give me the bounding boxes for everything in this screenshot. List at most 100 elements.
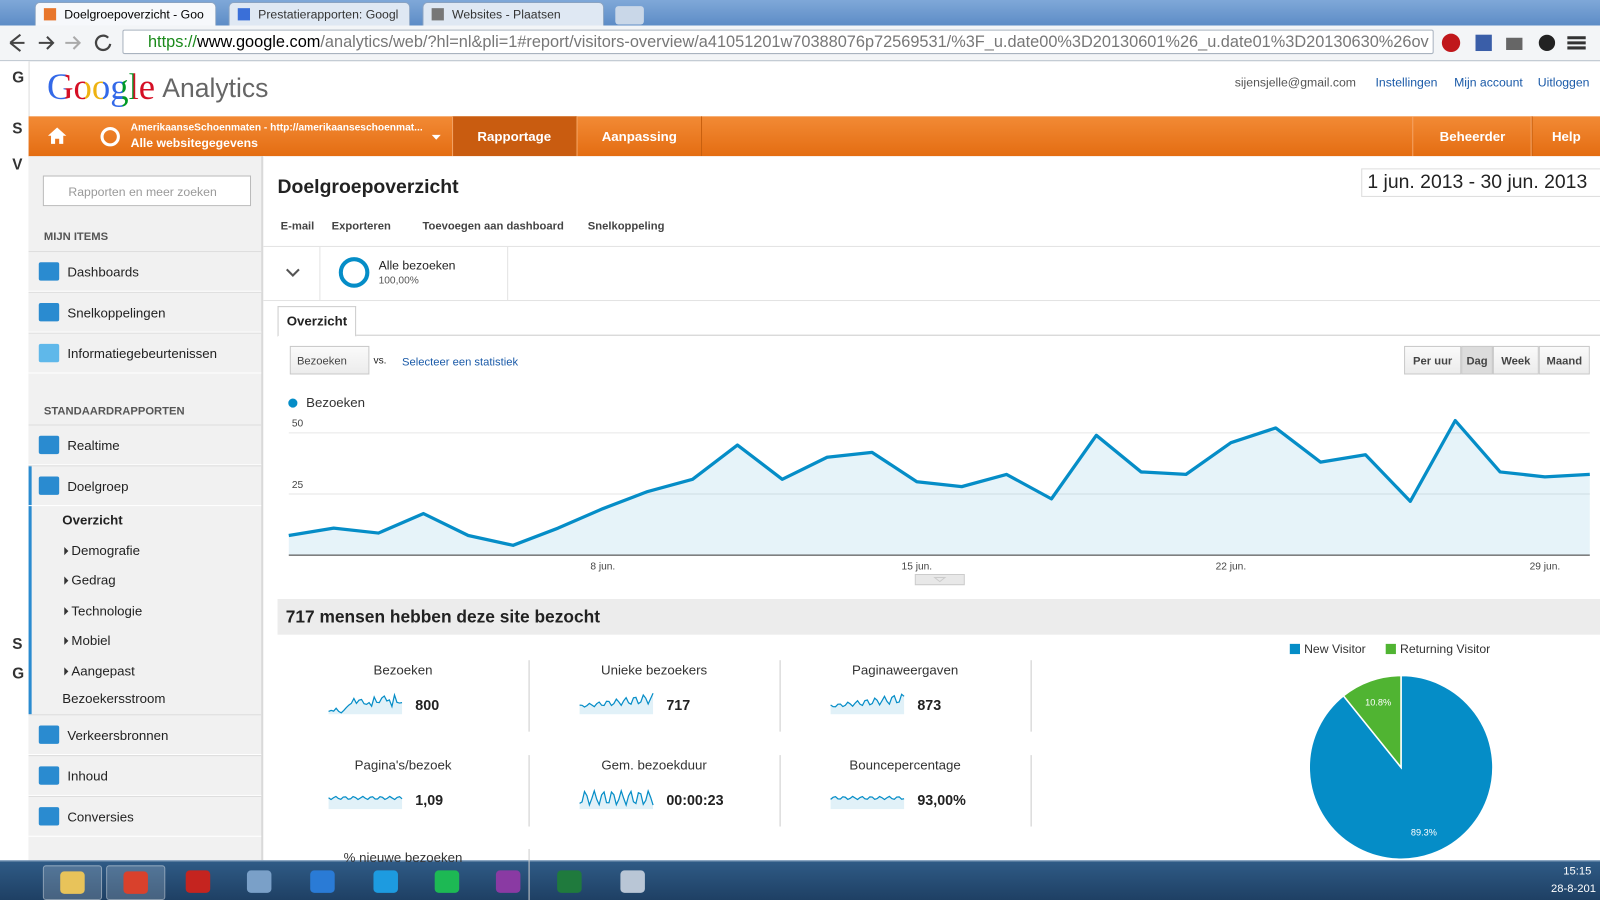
metric-label: % nieuwe bezoeken [343,849,463,866]
separator [507,246,509,300]
nav-item[interactable]: Inhoud [28,755,262,796]
property-name[interactable]: AmerikaanseSchoenmaten - http://amerikaa… [130,122,423,134]
product-name: Analytics [162,72,269,104]
toolbar: https://www.google.com/analytics/web/?hl… [0,25,1600,62]
browser-tab[interactable]: Doelgroepoverzicht - Goo [34,2,217,26]
tab[interactable]: Overzicht [277,306,357,337]
nav-item[interactable]: Verkeersbronnen [28,714,262,756]
interval-button[interactable]: Maand [1538,345,1590,375]
nav-label: Realtime [67,437,120,454]
nav-tab[interactable]: Beheerder [1412,116,1533,157]
nav-label: Inhoud [67,768,108,784]
metric-label: Bezoeken [373,662,433,678]
bg-letter: S [12,120,23,138]
expand-arrow [64,576,69,585]
date-range[interactable]: 1 jun. 2013 - 30 jun. 2013 [1361,168,1600,197]
nav-item[interactable]: Snelkoppelingen [28,291,262,333]
app-icon [60,871,85,894]
compare-link[interactable]: Selecteer een statistiek [402,356,519,369]
summary-bar: 717 mensen hebben deze site bezocht [277,598,1600,635]
expand-icon[interactable] [286,268,300,278]
taskbar-app[interactable] [604,865,661,898]
nav-icon [38,303,60,322]
metric-label: Unieke bezoekers [600,662,708,678]
metric-value: 873 [917,696,942,714]
header-link[interactable]: Uitloggen [1537,75,1590,90]
segment-share: 100,00% [378,275,419,287]
taskbar: 15:15 28-8-201 [0,860,1600,900]
sub-item[interactable]: Mobiel [71,632,111,648]
nav-item[interactable]: Dashboards [28,251,262,292]
clock-date: 28-8-201 [1551,882,1596,895]
divider [528,848,530,900]
metric-value: 717 [666,696,691,714]
taskbar-app[interactable] [357,865,414,898]
segment-name[interactable]: Alle bezoeken [378,258,456,273]
metric-select[interactable]: Bezoeken [289,345,370,375]
vs-label: vs. [373,355,387,367]
metric-label: Pagina's/bezoek [354,757,452,773]
segment-ring [338,257,370,288]
browser-tab[interactable]: Prestatierapporten: Googl [228,2,411,26]
nav-item[interactable]: Conversies [28,795,262,837]
sub-item[interactable]: Bezoekersstroom [62,690,166,707]
nav-tab[interactable]: Help [1530,116,1600,157]
nav-icon [38,476,60,495]
taskbar-app[interactable] [418,865,475,898]
user-email: sijensjelle@gmail.com [1234,75,1357,90]
nav-item[interactable]: Doelgroep [28,465,262,507]
taskbar-app[interactable] [480,865,537,898]
nav-item[interactable]: Realtime [28,424,262,466]
nav-label: Dashboards [67,264,139,280]
url-host: www.google.com [196,33,321,52]
metric-value: 00:00:23 [666,791,724,809]
interval-button[interactable]: Week [1492,345,1539,375]
new-tab[interactable] [615,6,644,25]
app-icon [246,870,272,893]
report-action[interactable]: Exporteren [331,220,391,233]
divider [779,755,781,827]
report-action[interactable]: Snelkoppeling [587,220,665,233]
sub-item[interactable]: Aangepast [71,663,135,679]
logo[interactable]: Google [46,66,156,108]
tab-bar: Doelgroepoverzicht - Goo Prestatierapport… [0,0,1600,26]
nav-icon [38,343,60,363]
metric-value: 800 [415,696,440,714]
nav-tab[interactable]: Rapportage [452,116,577,157]
nav-icon [38,807,60,826]
taskbar-app[interactable] [106,865,166,900]
url-scheme: https:// [147,33,197,52]
report-action[interactable]: Toevoegen aan dashboard [422,220,564,233]
taskbar-app[interactable] [169,865,226,898]
active-marker [28,465,32,715]
sub-item[interactable]: Gedrag [71,572,116,588]
interval-button[interactable]: Dag [1461,345,1493,375]
metric-label: Gem. bezoekduur [601,757,707,773]
taskbar-app[interactable] [231,865,288,898]
sub-item[interactable]: Overzicht [62,512,123,528]
nav-tab[interactable]: Aanpassing [576,116,703,157]
metric-value: 93,00% [917,791,966,809]
header-link[interactable]: Mijn account [1454,75,1523,90]
nav-icon [38,725,60,744]
view-name[interactable]: Alle websitegegevens [130,135,258,150]
taskbar-app[interactable] [42,865,103,900]
address-bar[interactable]: https://www.google.com/analytics/web/?hl… [122,29,1434,55]
nav-label: Snelkoppelingen [67,305,166,321]
header-link[interactable]: Instellingen [1375,75,1438,90]
main-nav: AmerikaanseSchoenmaten - http://amerikaa… [28,116,1600,158]
search-box[interactable]: Rapporten en meer zoeken [42,175,252,207]
taskbar-app[interactable] [541,865,598,898]
app-icon [620,870,645,893]
interval-button[interactable]: Per uur [1404,345,1462,375]
divider [779,660,781,732]
nav-buttons[interactable] [6,32,118,54]
home-icon[interactable] [47,127,67,145]
sub-item[interactable]: Demografie [71,542,141,559]
browser-tab[interactable]: Websites - Plaatsen [422,2,605,26]
taskbar-app[interactable] [294,865,351,898]
divider [1030,660,1032,732]
sub-item[interactable]: Technologie [71,603,143,619]
report-action[interactable]: E-mail [280,220,315,233]
nav-item[interactable]: Informatiegebeurtenissen [28,332,262,374]
